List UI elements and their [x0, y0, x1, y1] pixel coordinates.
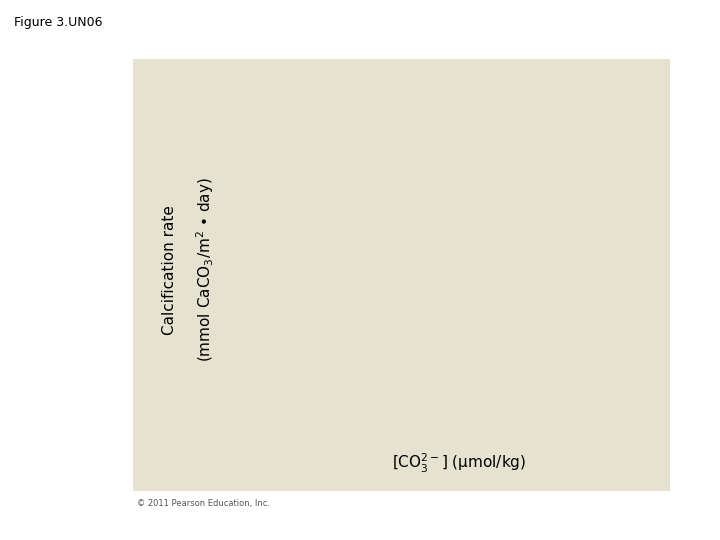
Point: [456, 344, 467, 353]
Point: [531, 292, 542, 300]
Point: [376, 388, 387, 397]
Point: [493, 318, 505, 326]
Text: Figure 3.UN06: Figure 3.UN06: [14, 16, 103, 29]
Point: [616, 247, 627, 256]
Point: [440, 359, 451, 367]
Point: [382, 381, 393, 390]
Point: [467, 355, 478, 363]
Point: [546, 284, 558, 293]
Point: [562, 269, 574, 278]
Point: [509, 303, 521, 312]
Text: © 2011 Pearson Education, Inc.: © 2011 Pearson Education, Inc.: [137, 498, 270, 508]
Point: [408, 374, 420, 382]
Point: [371, 400, 382, 408]
Point: [392, 392, 403, 401]
Text: (mmol CaCO$_3$/m$^2$ • day): (mmol CaCO$_3$/m$^2$ • day): [194, 178, 216, 362]
Point: [600, 258, 611, 267]
Point: [387, 384, 398, 393]
Point: [584, 281, 595, 289]
Point: [402, 377, 414, 386]
Text: [CO$_3^{2-}$] (μmol/kg): [CO$_3^{2-}$] (μmol/kg): [392, 452, 526, 475]
Text: Calcification rate: Calcification rate: [162, 205, 176, 335]
Point: [482, 336, 494, 345]
